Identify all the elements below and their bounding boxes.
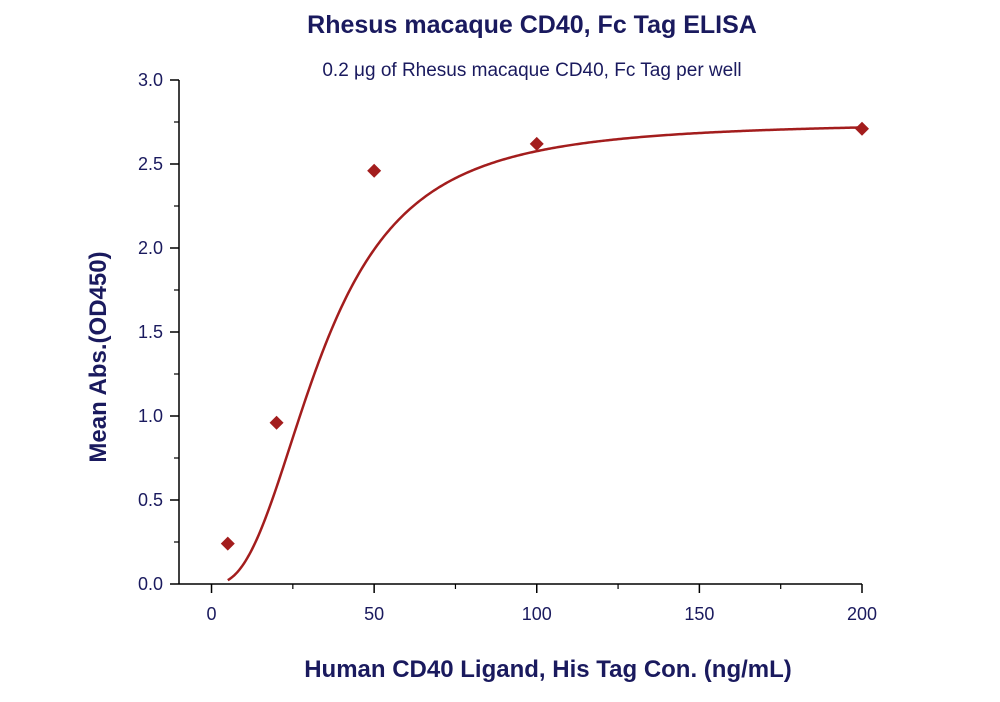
data-point xyxy=(367,163,382,178)
y-tick-label: 0.5 xyxy=(138,490,163,510)
data-point xyxy=(220,536,235,551)
data-point xyxy=(269,415,284,430)
y-axis-label: Mean Abs.(OD450) xyxy=(85,251,112,462)
x-tick-label: 200 xyxy=(847,604,877,624)
x-axis-label: Human CD40 Ligand, His Tag Con. (ng/mL) xyxy=(304,656,792,683)
data-point xyxy=(529,136,544,151)
y-tick-label: 2.5 xyxy=(138,154,163,174)
y-tick-label: 1.0 xyxy=(138,406,163,426)
y-tick-label: 1.5 xyxy=(138,322,163,342)
x-tick-label: 100 xyxy=(522,604,552,624)
chart-title: Rhesus macaque CD40, Fc Tag ELISA xyxy=(307,11,757,39)
plot-area: 0 50 100 150 200 0.0 0.5 1.0 1.5 2.0 2.5 3.0 xyxy=(138,70,877,624)
chart-subtitle: 0.2 μg of Rhesus macaque CD40, Fc Tag pe… xyxy=(322,60,741,81)
x-tick-label: 50 xyxy=(364,604,384,624)
data-point xyxy=(855,121,869,136)
fit-curve xyxy=(227,126,863,582)
y-ticks: 0.0 0.5 1.0 1.5 2.0 2.5 3.0 xyxy=(138,70,179,594)
x-ticks: 0 50 100 150 200 xyxy=(207,584,877,624)
x-tick-label: 150 xyxy=(684,604,714,624)
y-tick-label: 0.0 xyxy=(138,574,163,594)
data-points xyxy=(220,121,869,551)
y-tick-label: 2.0 xyxy=(138,238,163,258)
y-tick-label: 3.0 xyxy=(138,70,163,90)
x-tick-label: 0 xyxy=(207,604,217,624)
